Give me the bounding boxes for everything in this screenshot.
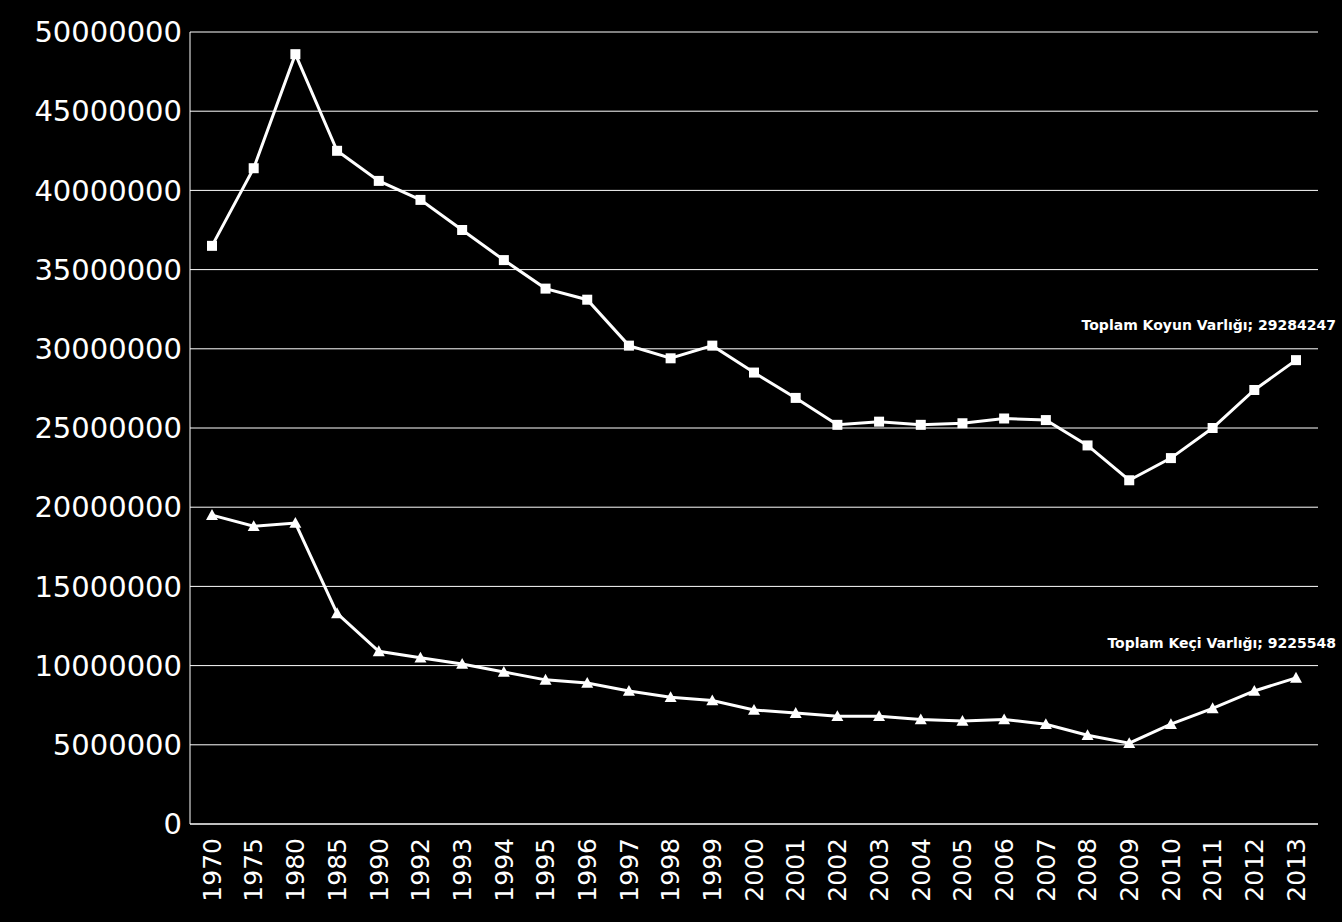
svg-text:20000000: 20000000 [34, 490, 182, 524]
svg-text:45000000: 45000000 [34, 94, 182, 128]
svg-text:30000000: 30000000 [34, 332, 182, 366]
svg-text:2008: 2008 [1073, 838, 1102, 902]
svg-text:0: 0 [164, 807, 182, 841]
svg-text:50000000: 50000000 [34, 15, 182, 49]
svg-text:1985: 1985 [323, 838, 352, 902]
svg-text:35000000: 35000000 [34, 253, 182, 287]
svg-text:2002: 2002 [823, 838, 852, 902]
svg-text:10000000: 10000000 [34, 649, 182, 683]
svg-text:1990: 1990 [365, 838, 394, 902]
svg-text:5000000: 5000000 [53, 728, 182, 762]
svg-text:1999: 1999 [698, 838, 727, 902]
svg-text:2000: 2000 [740, 838, 769, 902]
svg-text:1994: 1994 [490, 838, 519, 902]
svg-text:1980: 1980 [281, 838, 310, 902]
svg-text:40000000: 40000000 [34, 174, 182, 208]
svg-text:1998: 1998 [656, 838, 685, 902]
svg-text:2005: 2005 [948, 838, 977, 902]
svg-text:2004: 2004 [907, 838, 936, 902]
svg-text:2006: 2006 [990, 838, 1019, 902]
svg-text:2012: 2012 [1240, 838, 1269, 902]
svg-text:1993: 1993 [448, 838, 477, 902]
svg-text:2010: 2010 [1157, 838, 1186, 902]
svg-text:2011: 2011 [1198, 838, 1227, 902]
svg-text:Toplam Koyun Varlığı; 29284247: Toplam Koyun Varlığı; 29284247 [1082, 317, 1334, 333]
svg-text:15000000: 15000000 [34, 570, 182, 604]
svg-text:1992: 1992 [406, 838, 435, 902]
svg-text:Toplam Keçi Varlığı; 9225548: Toplam Keçi Varlığı; 9225548 [1107, 635, 1334, 651]
svg-text:2007: 2007 [1032, 838, 1061, 902]
svg-text:2013: 2013 [1282, 838, 1311, 902]
svg-text:1970: 1970 [198, 838, 227, 902]
svg-text:1996: 1996 [573, 838, 602, 902]
svg-text:2003: 2003 [865, 838, 894, 902]
svg-text:1997: 1997 [615, 838, 644, 902]
svg-text:2009: 2009 [1115, 838, 1144, 902]
svg-text:2001: 2001 [781, 838, 810, 902]
svg-text:1975: 1975 [239, 838, 268, 902]
svg-text:1995: 1995 [531, 838, 560, 902]
svg-text:25000000: 25000000 [34, 411, 182, 445]
